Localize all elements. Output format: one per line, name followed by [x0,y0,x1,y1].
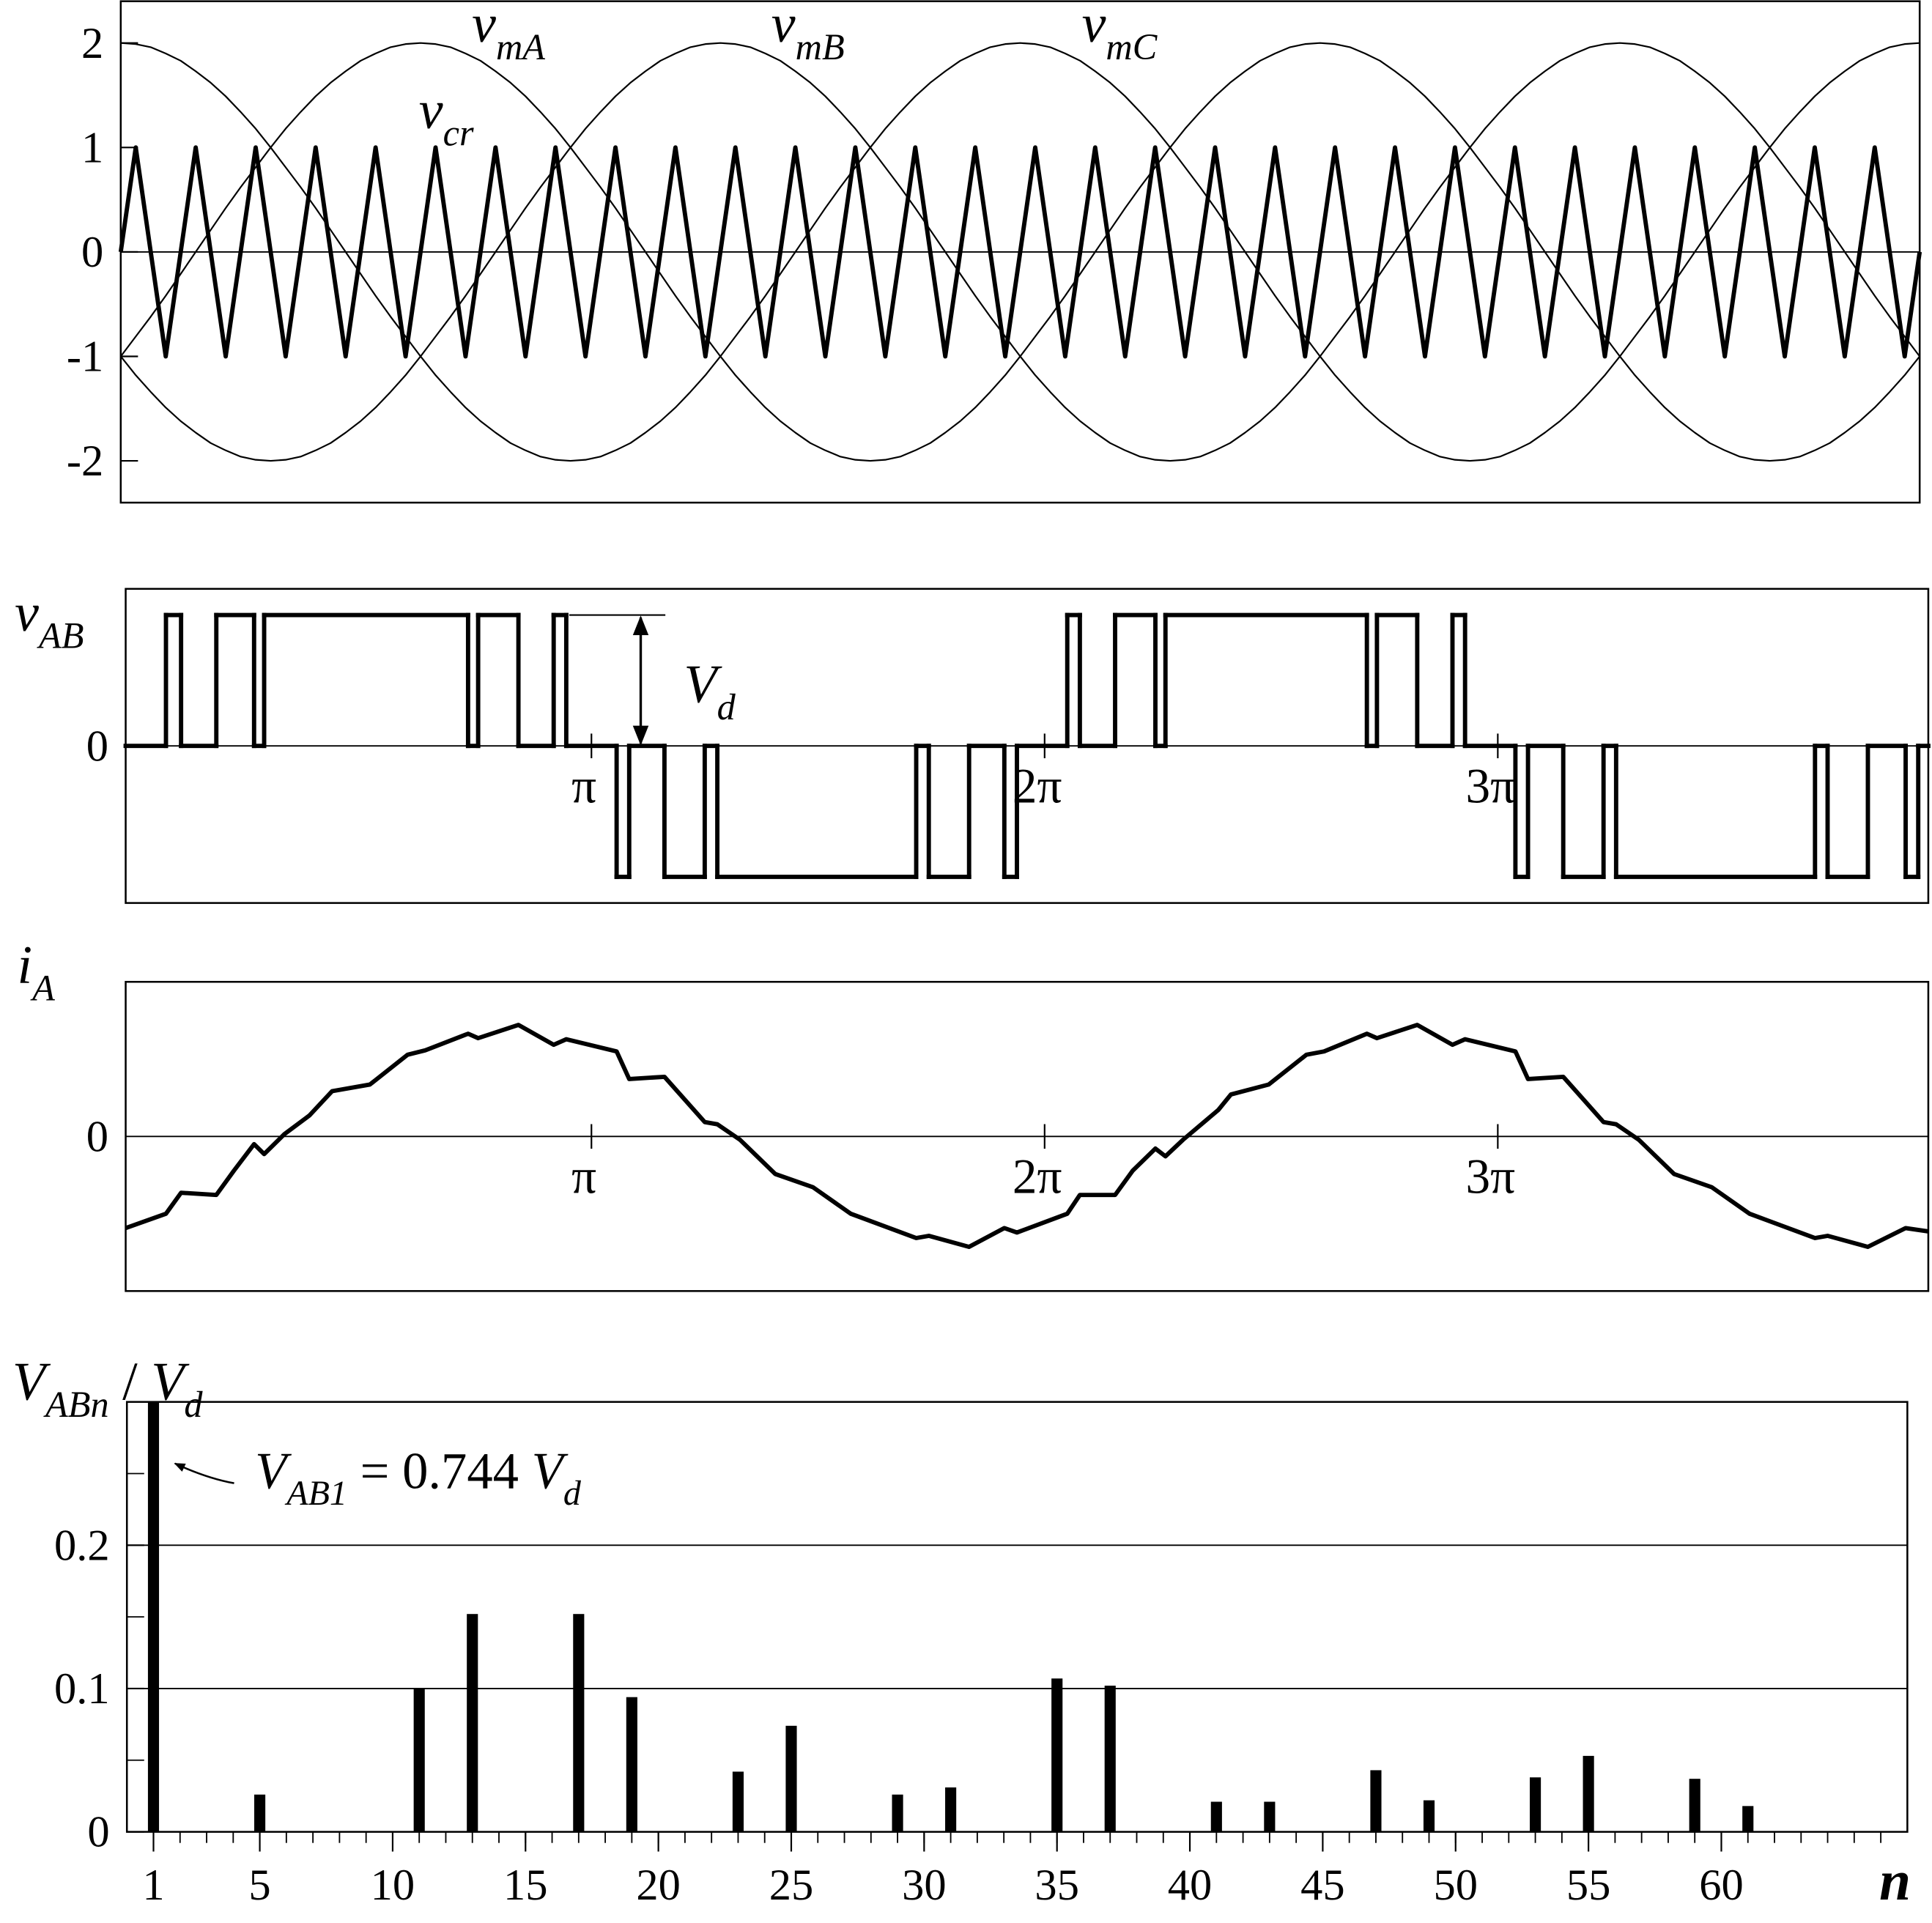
bar [467,1614,478,1832]
bar [1051,1678,1063,1832]
y-tick-label: 0 [86,1112,108,1161]
bar [785,1725,797,1832]
y-axis-label-main: v [15,583,39,643]
x-tick-label: 3π [1465,759,1515,814]
bar [254,1794,266,1832]
annotation-main: V [532,1442,569,1500]
y-tick-label: 0 [87,1808,109,1857]
x-tick-label: 55 [1566,1861,1611,1910]
annotation-sub: d [717,686,736,727]
x-tick-label: 60 [1699,1861,1744,1910]
x-tick-label: 45 [1300,1861,1345,1910]
y-axis-label-sub: AB [37,615,84,656]
annotation-main: V [255,1442,292,1500]
series-label-sub: mB [796,26,845,67]
series-line [125,1023,1929,1249]
bar [626,1697,637,1832]
series-label: vmB [771,0,845,67]
series-label-main: v [419,81,443,141]
y-tick-label: 0 [81,228,103,277]
y-axis-label-sub: ABn [43,1384,109,1425]
series-label-sub: mA [496,26,545,67]
bar [1583,1755,1594,1832]
bars [147,1401,1754,1832]
x-tick-label: π [571,759,596,814]
annotation-arrow [174,1462,234,1484]
bar [1530,1777,1541,1832]
series-label-main: v [472,0,496,54]
y-axis-label: vAB [15,583,84,656]
series-label: vmC [1082,0,1158,67]
x-tick-label: 35 [1035,1861,1079,1910]
series-label-sub: mC [1106,26,1158,67]
y-axis-label-main: i [18,935,33,996]
bar [1423,1800,1435,1832]
y-tick-label: 2 [81,19,103,68]
series-label-main: v [1082,0,1106,54]
y-axis-label-sub: A [30,968,55,1009]
series-label: vmA [472,0,545,67]
series-label: vcr [419,81,474,154]
annotation: VAB1 = 0.744 Vd [255,1442,582,1513]
annotation: Vd [684,655,736,728]
y-tick-label: 0 [86,722,108,771]
x-tick-label: 25 [769,1861,814,1910]
x-tick-label: 3π [1465,1149,1515,1204]
bar [1742,1806,1754,1832]
x-tick-label: 5 [248,1861,270,1910]
bar [1104,1686,1116,1832]
x-tick-label: 1 [142,1861,164,1910]
annotation-sub: AB1 [284,1474,347,1513]
y-axis-label-main: V [151,1352,190,1412]
x-tick-label: 50 [1433,1861,1478,1910]
y-tick-label: -1 [67,333,103,382]
series-line [120,42,1920,462]
x-tick-label: 15 [503,1861,548,1910]
x-tick-label: 30 [902,1861,947,1910]
annotation-text: = 0.744 [360,1442,519,1500]
series-label-sub: cr [443,113,474,154]
x-tick-label: 10 [371,1861,415,1910]
y-axis-label-sub: d [184,1384,203,1425]
x-tick-label: 20 [636,1861,681,1910]
x-tick-label: 2π [1013,1149,1062,1204]
bar [1264,1801,1276,1832]
series-label-main: v [771,0,796,54]
x-axis-label: n [1879,1849,1911,1912]
bar [732,1771,744,1832]
bar [573,1614,585,1832]
annotation-sub: d [563,1474,582,1513]
bar [1689,1779,1700,1832]
x-tick-label: 40 [1168,1861,1213,1910]
x-tick-label: 2π [1013,759,1062,814]
bar [892,1794,903,1832]
y-axis-label-main: V [12,1352,51,1412]
bar [147,1401,160,1832]
series-line [118,145,1922,359]
bar [1210,1801,1222,1832]
y-tick-label: -2 [67,437,103,486]
y-axis-label: iA [18,935,56,1009]
annotation-main: V [684,655,722,715]
y-axis-label-text: / [122,1352,138,1412]
bar [1370,1770,1382,1832]
y-tick-label: 0.1 [54,1664,110,1713]
bar [413,1688,425,1832]
y-tick-label: 1 [81,123,103,172]
bar [945,1787,957,1832]
x-tick-label: π [571,1149,596,1204]
y-axis-label: VABn / Vd [12,1352,204,1425]
y-tick-label: 0.2 [54,1521,110,1570]
